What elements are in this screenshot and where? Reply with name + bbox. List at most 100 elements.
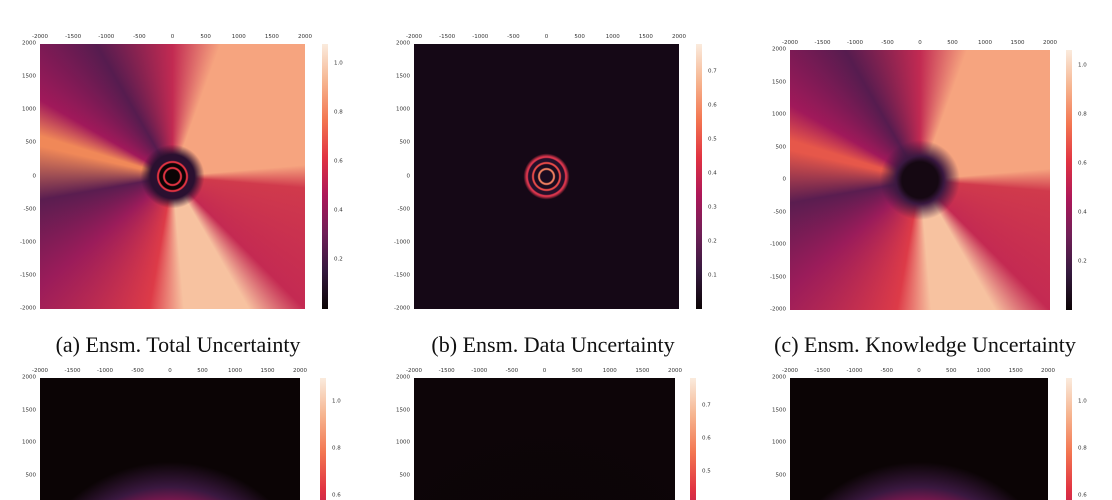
colorbar-tick-label: 0.8 xyxy=(1078,111,1087,118)
colorbar-tick-label: 0.1 xyxy=(708,272,717,279)
colorbar-tick-label: 0.7 xyxy=(708,68,717,75)
x-tick-label: -1500 xyxy=(814,40,831,46)
x-tick-label: -1000 xyxy=(471,368,488,374)
caption: (b) Ensm. Data Uncertainty xyxy=(431,332,675,357)
y-tick-label: 1000 xyxy=(396,439,410,446)
x-tick-label: 500 xyxy=(571,368,583,374)
y-tick-label: -500 xyxy=(23,205,36,212)
y-tick-label: 1000 xyxy=(396,106,410,113)
colorbar-tick-label: 0.8 xyxy=(332,445,341,452)
x-tick-label: -1000 xyxy=(847,40,863,46)
x-tick-label: 500 xyxy=(197,368,208,374)
y-tick-label: 2000 xyxy=(772,374,786,381)
x-tick-label: 0 xyxy=(544,34,549,40)
x-tick-label: 1000 xyxy=(602,368,617,374)
colorbar-tick-label: 0.4 xyxy=(1078,209,1087,216)
colorbar xyxy=(1066,50,1072,310)
x-tick-label: 1500 xyxy=(264,34,279,40)
colorbar-tick-label: 0.3 xyxy=(708,204,717,211)
x-tick-label: 0 xyxy=(170,34,175,40)
y-tick-label: -2000 xyxy=(20,305,36,312)
y-tick-label: 1500 xyxy=(396,73,410,80)
x-tick-label: -1000 xyxy=(472,34,489,40)
colorbar-tick-label: 0.8 xyxy=(334,109,343,116)
x-tick-label: 2000 xyxy=(298,34,312,40)
heatmap xyxy=(40,378,300,500)
x-tick-label: 500 xyxy=(200,34,211,40)
x-tick-label: 1500 xyxy=(1010,40,1025,46)
x-tick-label: 2000 xyxy=(672,34,686,40)
colorbar-tick-label: 0.4 xyxy=(708,170,717,177)
x-tick-label: 2000 xyxy=(1041,368,1055,374)
y-tick-label: 2000 xyxy=(772,46,786,53)
x-tick-label: 1000 xyxy=(976,368,991,374)
y-tick-label: 1500 xyxy=(396,406,410,413)
y-tick-label: 500 xyxy=(399,139,411,146)
y-tick-label: 500 xyxy=(775,143,787,150)
heatmap xyxy=(414,378,675,500)
colorbar-tick-label: 0.5 xyxy=(708,136,717,143)
y-tick-label: 2000 xyxy=(396,40,410,47)
y-tick-label: 1000 xyxy=(22,439,36,446)
x-tick-label: 0 xyxy=(542,368,547,374)
x-tick-label: -2000 xyxy=(782,40,798,46)
y-tick-label: 1500 xyxy=(772,406,786,413)
y-tick-label: 0 xyxy=(32,172,37,179)
x-tick-label: 500 xyxy=(947,40,958,46)
colorbar xyxy=(696,44,702,309)
y-tick-label: -1500 xyxy=(394,272,410,279)
colorbar-tick-label: 0.6 xyxy=(1078,492,1087,499)
y-tick-label: -1000 xyxy=(394,239,410,245)
x-tick-label: 2000 xyxy=(668,368,682,374)
x-tick-label: 1000 xyxy=(231,34,246,40)
y-tick-label: -2000 xyxy=(394,305,410,312)
colorbar xyxy=(690,378,696,500)
y-tick-label: 500 xyxy=(775,471,787,478)
colorbar-tick-label: 0.6 xyxy=(702,435,711,442)
x-tick-label: 0 xyxy=(918,40,922,46)
x-tick-label: 500 xyxy=(574,34,585,40)
y-tick-label: 2000 xyxy=(396,374,410,381)
x-tick-label: -500 xyxy=(880,368,893,374)
x-tick-label: -1000 xyxy=(846,368,863,374)
heatmap xyxy=(414,44,679,309)
x-tick-label: 1500 xyxy=(1008,368,1023,374)
x-tick-label: 1500 xyxy=(635,368,650,374)
colorbar-tick-label: 0.2 xyxy=(708,238,717,245)
x-tick-label: -500 xyxy=(507,34,520,40)
y-tick-label: 1000 xyxy=(772,111,786,118)
y-tick-label: -1000 xyxy=(20,239,36,245)
y-tick-label: -500 xyxy=(397,205,410,212)
y-tick-label: -500 xyxy=(773,208,786,215)
colorbar-tick-label: 0.6 xyxy=(708,102,717,109)
colorbar xyxy=(320,378,326,500)
colorbar-tick-label: 0.7 xyxy=(702,402,711,409)
x-tick-label: 1000 xyxy=(228,368,242,374)
colorbar-tick-label: 0.2 xyxy=(334,256,343,263)
x-tick-label: -2000 xyxy=(406,368,422,374)
y-tick-label: -1500 xyxy=(20,272,36,279)
x-tick-label: -1000 xyxy=(97,368,113,374)
colorbar-tick-label: 1.0 xyxy=(1078,398,1087,405)
x-tick-label: -1500 xyxy=(64,368,81,374)
y-tick-label: 0 xyxy=(782,176,787,183)
x-tick-label: -500 xyxy=(131,368,144,374)
y-tick-label: 1500 xyxy=(22,406,36,413)
x-tick-label: 1500 xyxy=(260,368,275,374)
x-tick-label: -2000 xyxy=(406,34,422,40)
colorbar-tick-label: 0.2 xyxy=(1078,258,1087,265)
x-tick-label: -500 xyxy=(133,34,146,40)
caption: (a) Ensm. Total Uncertainty xyxy=(55,332,301,357)
x-tick-label: -1500 xyxy=(439,34,456,40)
caption: (c) Ensm. Knowledge Uncertainty xyxy=(774,332,1076,357)
x-tick-label: -500 xyxy=(881,40,894,46)
colorbar-tick-label: 0.5 xyxy=(702,468,711,475)
x-tick-label: -1500 xyxy=(65,34,82,40)
colorbar-tick-label: 0.6 xyxy=(332,492,341,499)
y-tick-label: -1000 xyxy=(770,241,786,248)
y-tick-label: 500 xyxy=(25,139,37,146)
colorbar-tick-label: 1.0 xyxy=(334,60,343,67)
heatmap xyxy=(790,50,1050,310)
x-tick-label: -2000 xyxy=(782,368,798,374)
